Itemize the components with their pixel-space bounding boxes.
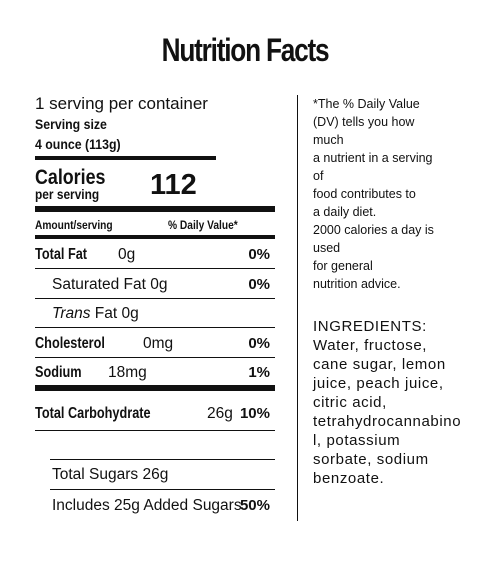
rule [35, 298, 275, 299]
calories-sub: per serving [35, 186, 100, 202]
nutrient-amount: 18mg [108, 364, 147, 381]
rule [35, 327, 275, 328]
title: Nutrition Facts [161, 32, 330, 68]
footnote-line: a daily diet. [313, 205, 377, 219]
daily-value: 0% [248, 276, 270, 293]
nutrient-name: Cholesterol [35, 336, 105, 352]
nutrient-name-text: Cholesterol [35, 335, 105, 352]
rule [35, 357, 275, 358]
footnote-line: *The % Daily Value (DV) tells you how mu… [313, 97, 420, 147]
nutrient-name-text: Fat [94, 305, 118, 322]
daily-value: 1% [248, 364, 270, 381]
rule [35, 268, 275, 269]
calories-value: 112 [150, 169, 197, 201]
rule [50, 459, 275, 460]
nutrient-amount: 0g [150, 276, 168, 293]
rule [35, 385, 275, 391]
nutrient-name: Sodium [35, 365, 82, 381]
nutrient-name: Trans Fat 0g [52, 306, 139, 322]
footnote-line: nutrition advice. [313, 277, 401, 291]
nutrient-name-text: Includes 25g Added Sugars [52, 497, 242, 514]
nutrient-name-text: Saturated Fat [52, 276, 146, 293]
rule [35, 235, 275, 239]
nutrient-name: Total Carbohydrate [35, 406, 151, 422]
rule [50, 489, 275, 490]
daily-value: 0% [248, 246, 270, 263]
nutrient-name-text: Total Sugars [52, 466, 139, 483]
nutrient-amount: 26g [207, 405, 233, 422]
footnote-line: a nutrient in a serving of [313, 151, 433, 183]
nutrient-prefix: Trans [52, 305, 91, 322]
ingredients: INGREDIENTS: Water, fructose, cane sugar… [313, 318, 462, 487]
footnote: *The % Daily Value (DV) tells you how mu… [313, 95, 443, 293]
daily-value: 0% [248, 335, 270, 352]
nutrient-name-text: Total Fat [35, 246, 88, 263]
amount-header: Amount/serving [35, 218, 113, 232]
nutrient-name-text: Sodium [35, 364, 82, 381]
servings: 1 serving per container [35, 94, 208, 113]
nutrient-amount: 0g [118, 246, 136, 263]
rule [35, 430, 275, 431]
rule [35, 206, 275, 212]
nutrient-amount: 0g [121, 305, 139, 322]
nutrient-name: Total Sugars 26g [52, 467, 168, 483]
calories-label: Calories [35, 166, 106, 189]
serving-size-label: Serving size [35, 116, 107, 132]
daily-value: 50% [239, 497, 270, 514]
nutrient-name: Total Fat [35, 247, 87, 263]
nutrient-name: Saturated Fat 0g [52, 277, 167, 293]
nutrient-amount: 0mg [143, 335, 174, 352]
daily-value: 10% [239, 405, 270, 422]
nutrient-name: Includes 25g Added Sugars [52, 498, 242, 514]
dv-header: % Daily Value* [168, 218, 238, 232]
footnote-line: food contributes to [313, 187, 416, 201]
rule [35, 156, 216, 160]
serving-size: 4 ounce (113g) [35, 136, 121, 152]
footnote-line: for general [313, 259, 373, 273]
divider [297, 95, 298, 521]
nutrient-name-text: Total Carbohydrate [35, 405, 151, 422]
nutrient-amount: 26g [142, 466, 169, 483]
footnote-line: 2000 calories a day is used [313, 223, 434, 255]
